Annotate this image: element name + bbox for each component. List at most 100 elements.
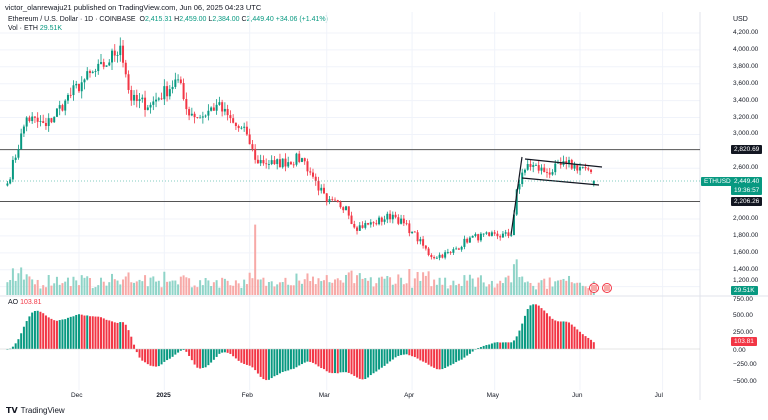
ao-bar	[102, 318, 105, 349]
candle-body	[155, 99, 158, 102]
volume-bar	[77, 285, 80, 295]
volume-bar	[130, 282, 133, 295]
volume-bar	[568, 275, 571, 295]
volume-bar	[543, 278, 546, 295]
candle-body	[138, 99, 141, 102]
candle-body	[77, 83, 80, 92]
price-chart[interactable]	[0, 0, 768, 400]
volume-bar	[499, 280, 502, 295]
candle-body	[215, 104, 218, 111]
ao-bar	[190, 349, 193, 361]
volume-bar	[342, 282, 345, 295]
ao-bar	[369, 349, 372, 376]
ao-legend[interactable]: AO 103.81	[8, 299, 42, 306]
ao-bar	[80, 314, 83, 349]
low-value: 2,384.00	[212, 16, 240, 23]
volume-bar	[28, 276, 31, 295]
candle-body	[565, 161, 568, 165]
ao-bar	[534, 304, 537, 349]
volume-bar	[100, 277, 103, 295]
ao-bar	[245, 349, 248, 365]
volume-bar	[413, 278, 416, 295]
ao-bar	[568, 322, 571, 349]
volume-bar	[311, 276, 314, 295]
ao-bar	[482, 345, 485, 349]
candle-body	[276, 159, 279, 165]
ao-bar	[455, 349, 458, 363]
candle-body	[88, 71, 91, 73]
volume-bar	[389, 277, 392, 295]
volume-bar	[289, 285, 292, 295]
candle-body	[419, 239, 422, 242]
ao-bar	[328, 349, 331, 373]
us-flag-event-icon	[591, 285, 597, 291]
candle-body	[587, 168, 590, 170]
volume-bar	[322, 280, 325, 295]
ao-bar	[124, 324, 127, 349]
ao-bar	[408, 349, 411, 356]
volume-bar	[179, 276, 182, 295]
volume-bar	[477, 277, 480, 295]
candle-body	[375, 223, 378, 225]
volume-bar	[127, 272, 130, 295]
ao-tick-label: 500.00	[733, 312, 753, 320]
candle-body	[248, 134, 251, 145]
volume-bar	[485, 286, 488, 295]
volume-bar	[496, 283, 499, 295]
volume-bar	[405, 283, 408, 295]
volume-bar	[243, 279, 246, 295]
ao-bar	[240, 349, 243, 363]
volume-bar	[559, 279, 562, 295]
volume-bar	[548, 277, 551, 295]
volume-bar	[44, 287, 47, 295]
symbol-legend[interactable]: Ethereum / U.S. Dollar · 1D · COINBASE O…	[8, 16, 328, 23]
candle-body	[488, 232, 491, 236]
volume-bar	[124, 276, 127, 295]
volume-bar	[55, 276, 58, 295]
ao-bar	[210, 349, 213, 363]
ao-bar	[361, 349, 364, 380]
close-value: 2,449.40	[246, 16, 274, 23]
candle-body	[133, 94, 136, 101]
price-tick-label: 1,800.00	[733, 231, 759, 239]
ao-bar	[36, 310, 39, 349]
ao-bar	[452, 349, 455, 364]
currency-label[interactable]: USD	[733, 16, 748, 23]
time-axis-label: May	[486, 392, 499, 399]
volume-bar	[430, 286, 433, 295]
ao-bar	[160, 349, 163, 365]
volume-legend[interactable]: Vol · ETH 29.51K	[8, 25, 62, 32]
volume-bar	[53, 283, 56, 295]
volume-bar	[581, 285, 584, 295]
candle-body	[433, 257, 436, 259]
time-axis-label: 2025	[156, 392, 171, 399]
volume-bar	[309, 281, 312, 295]
volume-bar	[33, 284, 36, 295]
volume-bar	[424, 275, 427, 295]
volume-bar	[433, 279, 436, 295]
ao-bar	[389, 349, 392, 362]
tradingview-logo[interactable]: 𝗧𝗩 TradingView	[6, 406, 65, 415]
ao-bar	[237, 349, 240, 361]
candle-body	[185, 99, 188, 110]
candle-body	[438, 254, 441, 258]
ao-bar	[83, 315, 86, 349]
ao-bar	[20, 333, 23, 349]
volume-bar	[380, 276, 383, 295]
candle-body	[262, 160, 265, 164]
ao-bar	[33, 310, 36, 349]
volume-bar	[273, 286, 276, 295]
ao-bar	[433, 349, 436, 368]
candle-body	[22, 126, 25, 134]
volume-bar	[251, 278, 254, 295]
volume-bar	[408, 269, 411, 295]
volume-bar	[185, 277, 188, 295]
ao-bar	[579, 331, 582, 349]
volume-bar	[419, 280, 422, 295]
volume-bar	[160, 287, 163, 295]
candle-body	[325, 193, 328, 203]
volume-bar	[91, 288, 94, 295]
candle-body	[240, 127, 243, 129]
volume-bar	[565, 280, 568, 295]
volume-bar	[141, 281, 144, 295]
